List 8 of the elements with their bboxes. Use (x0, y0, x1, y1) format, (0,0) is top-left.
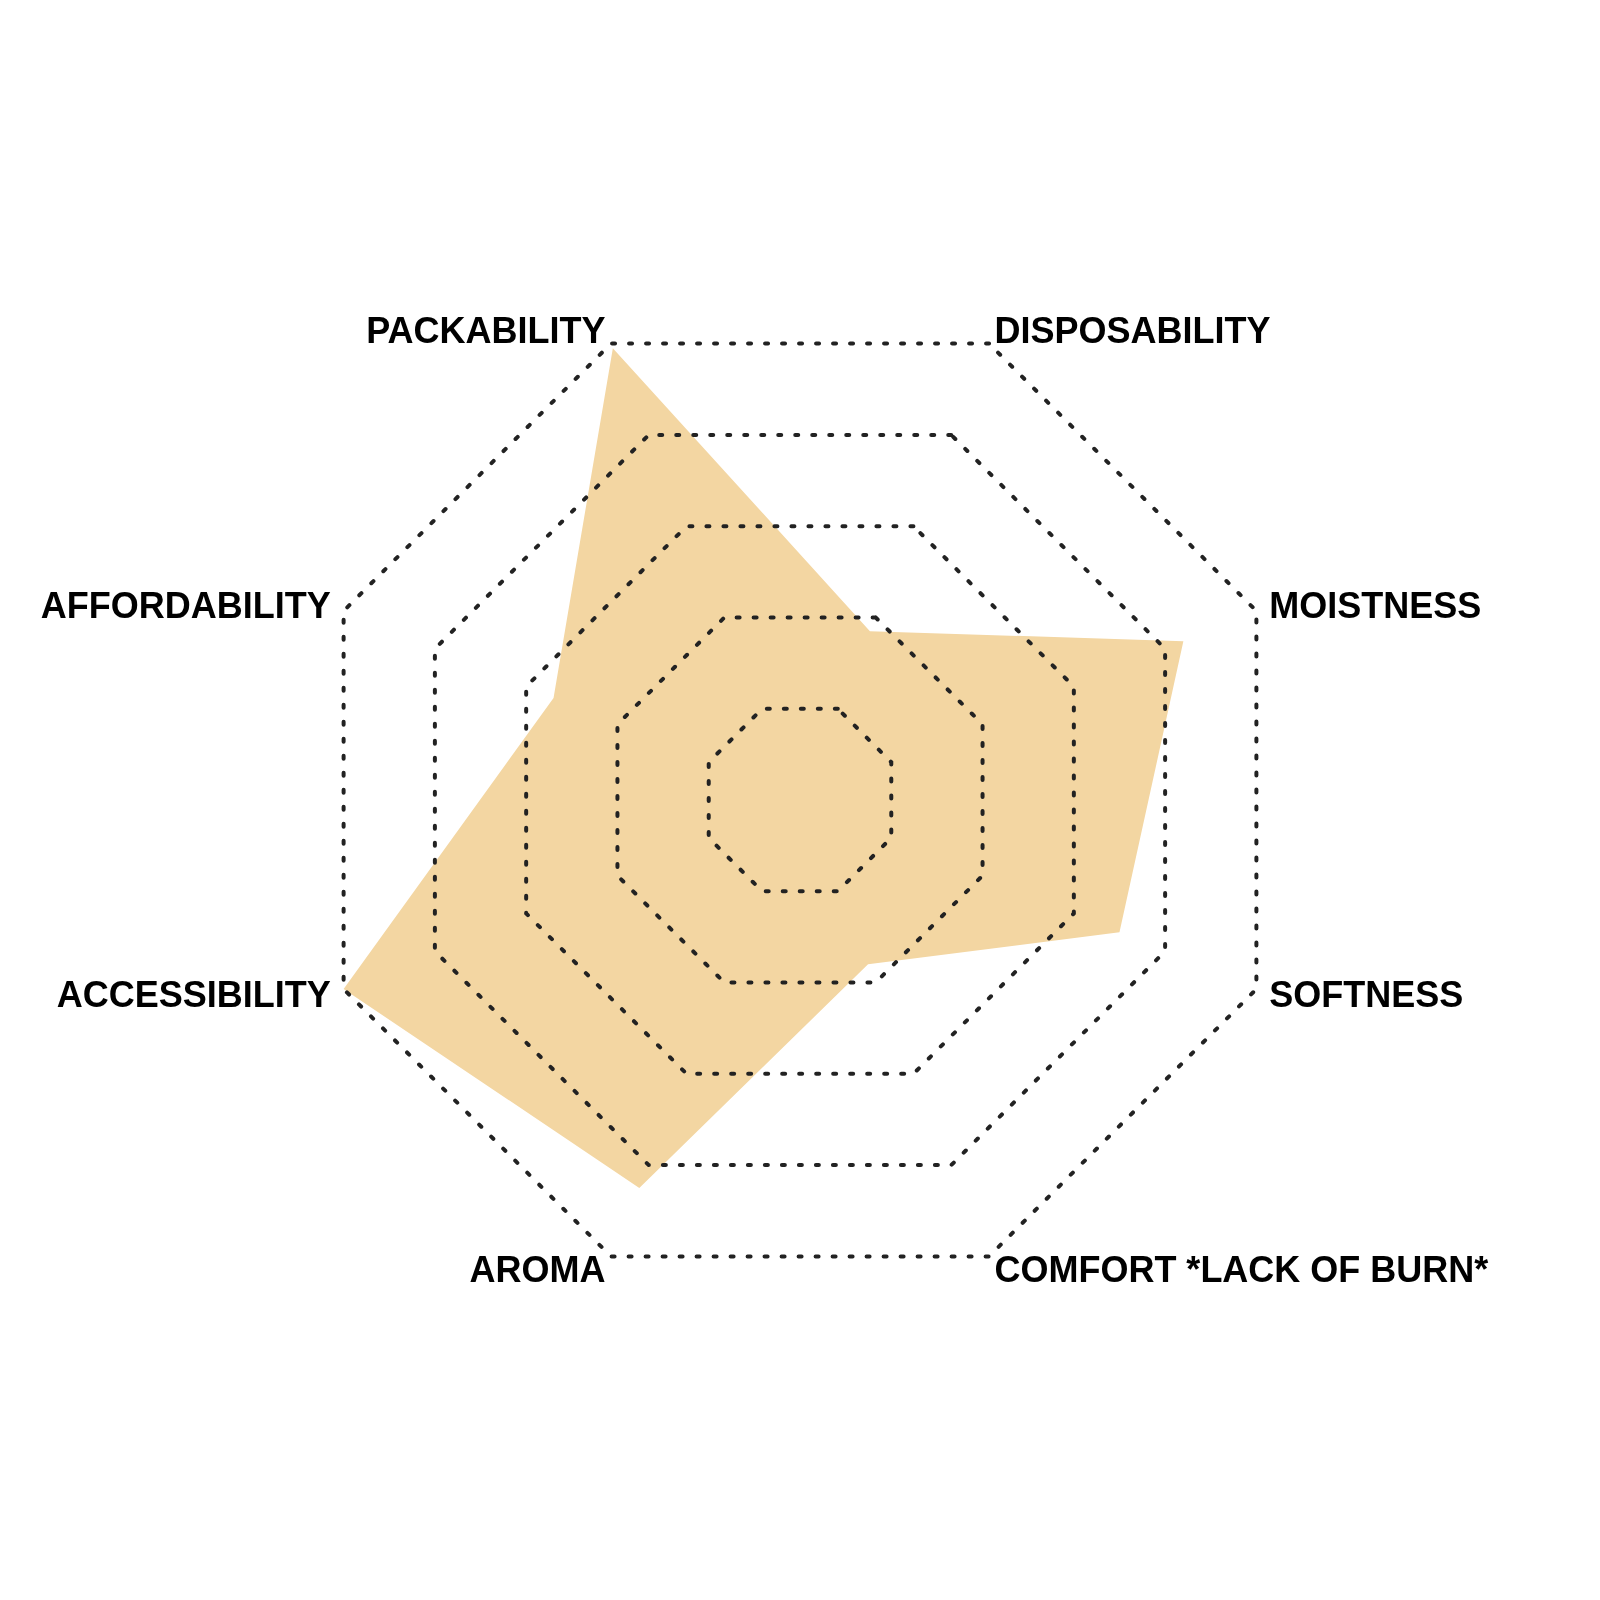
spoke-label: COMFORT *LACK OF BURN* (994, 1248, 1489, 1290)
spoke-label: AROMA (469, 1248, 606, 1290)
spoke-label: AFFORDABILITY (40, 585, 331, 627)
spoke-label: SOFTNESS (1269, 973, 1464, 1015)
spoke-label: PACKABILITY (366, 310, 606, 352)
spoke-label: MOISTNESS (1269, 585, 1482, 627)
spoke-label: DISPOSABILITY (994, 310, 1271, 352)
spoke-label: ACCESSIBILITY (56, 973, 331, 1015)
